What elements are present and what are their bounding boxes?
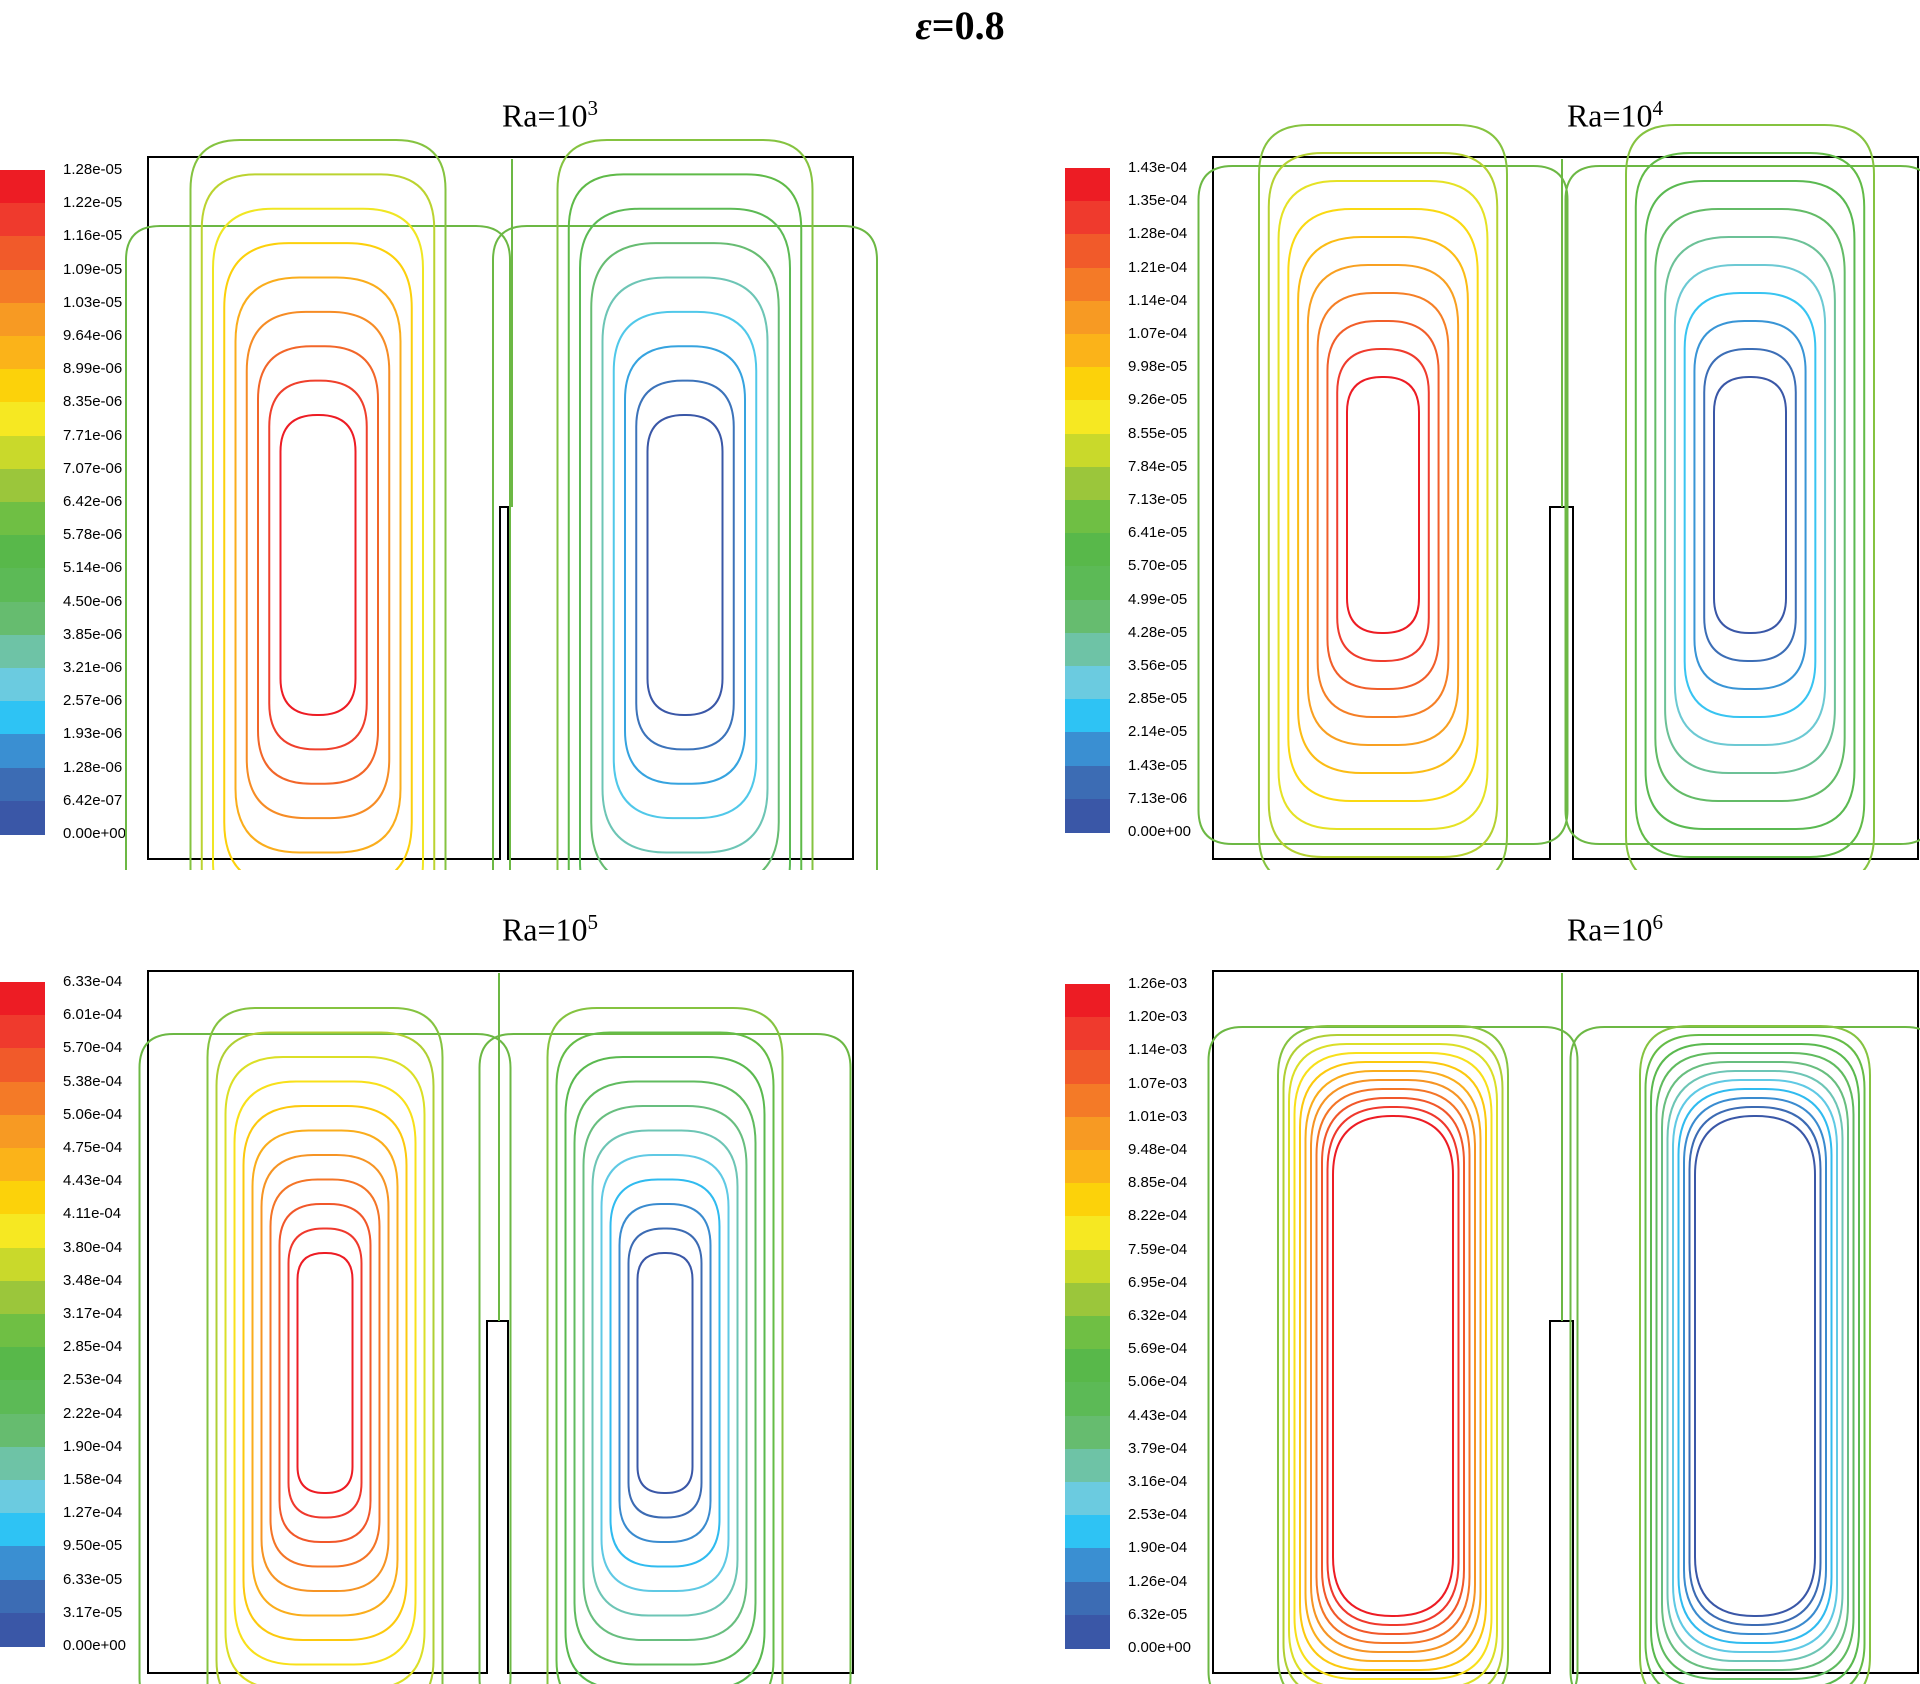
streamline-boundary: [1566, 166, 1920, 844]
contour-line-left-vortex: [191, 140, 446, 870]
contour-line-right-vortex: [591, 243, 779, 870]
streamline-boundary: [1571, 1027, 1920, 1684]
contour-line-left-vortex: [1289, 1044, 1497, 1684]
contour-line-left-vortex: [1328, 1107, 1459, 1625]
contour-line-right-vortex: [566, 1057, 765, 1684]
contour-line-left-vortex: [271, 1180, 380, 1567]
contour-plot: [0, 0, 960, 870]
contour-line-left-vortex: [1337, 349, 1429, 661]
streamline-boundary: [493, 226, 877, 870]
contour-line-right-vortex: [584, 1106, 747, 1640]
contour-line-right-vortex: [638, 1253, 693, 1493]
contour-line-left-vortex: [1333, 1116, 1453, 1616]
contour-line-right-vortex: [636, 381, 734, 750]
contour-line-left-vortex: [281, 415, 356, 715]
contour-line-right-vortex: [629, 1229, 702, 1518]
contour-line-left-vortex: [289, 1229, 362, 1518]
contour-line-left-vortex: [236, 278, 401, 853]
contour-line-left-vortex: [1308, 265, 1458, 745]
contour-line-left-vortex: [1317, 1089, 1470, 1643]
contour-plot: [1065, 814, 1920, 1684]
contour-line-right-vortex: [611, 1180, 720, 1567]
contour-line-right-vortex: [614, 312, 757, 818]
contour-line-left-vortex: [226, 1057, 425, 1684]
contour-line-right-vortex: [1673, 1080, 1837, 1652]
contour-line-right-vortex: [1679, 1089, 1832, 1643]
contour-line-left-vortex: [1269, 153, 1497, 857]
contour-line-left-vortex: [280, 1204, 371, 1542]
contour-line-left-vortex: [1347, 377, 1419, 633]
contour-line-left-vortex: [262, 1155, 389, 1591]
contour-line-right-vortex: [569, 174, 802, 870]
streamline-boundary: [126, 226, 510, 870]
contour-plot: [0, 814, 960, 1684]
streamline-boundary: [1199, 166, 1568, 844]
contour-plot: [1065, 0, 1920, 870]
contour-line-right-vortex: [1690, 1107, 1821, 1625]
contour-line-right-vortex: [603, 278, 768, 853]
contour-line-left-vortex: [1279, 181, 1488, 829]
streamline-boundary: [1209, 1027, 1578, 1684]
contour-line-left-vortex: [1311, 1080, 1475, 1652]
contour-line-left-vortex: [258, 346, 378, 784]
contour-line-right-vortex: [1651, 1044, 1859, 1684]
contour-line-right-vortex: [1646, 181, 1855, 829]
contour-line-right-vortex: [625, 346, 745, 784]
contour-line-left-vortex: [244, 1106, 407, 1640]
contour-line-right-vortex: [1704, 349, 1796, 661]
contour-line-right-vortex: [1675, 265, 1825, 745]
domain-boundary: [148, 157, 853, 859]
contour-line-left-vortex: [1322, 1098, 1464, 1634]
contour-line-right-vortex: [1668, 1071, 1843, 1661]
contour-line-right-vortex: [558, 140, 813, 870]
contour-line-right-vortex: [648, 415, 723, 715]
contour-line-left-vortex: [224, 243, 412, 870]
contour-line-right-vortex: [1636, 153, 1864, 857]
contour-line-right-vortex: [1714, 377, 1786, 633]
contour-line-left-vortex: [298, 1253, 353, 1493]
contour-line-right-vortex: [580, 209, 790, 870]
contour-line-right-vortex: [602, 1155, 729, 1591]
contour-line-left-vortex: [202, 174, 435, 870]
contour-line-left-vortex: [247, 312, 390, 818]
contour-line-right-vortex: [620, 1204, 711, 1542]
contour-line-right-vortex: [1695, 1116, 1815, 1616]
contour-line-left-vortex: [269, 381, 367, 750]
contour-line-left-vortex: [1306, 1071, 1481, 1661]
contour-line-right-vortex: [1684, 1098, 1826, 1634]
contour-line-left-vortex: [213, 209, 423, 870]
